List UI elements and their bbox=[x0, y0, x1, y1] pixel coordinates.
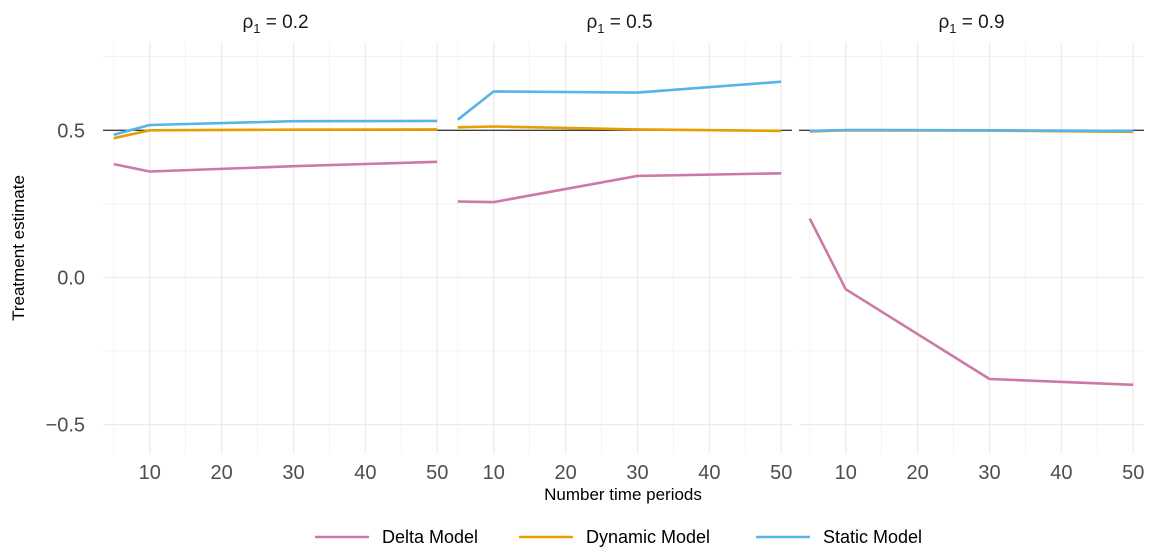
facet-title: ρ1 = 0.9 bbox=[938, 12, 1004, 36]
x-tick-label: 10 bbox=[483, 462, 505, 484]
facet-title-symbol: ρ bbox=[242, 12, 253, 33]
x-tick-label: 30 bbox=[282, 462, 304, 484]
y-tick-label: 0.5 bbox=[57, 120, 85, 142]
x-tick-label: 20 bbox=[210, 462, 232, 484]
x-tick-label: 50 bbox=[426, 462, 448, 484]
series-line-delta-model bbox=[113, 160, 438, 173]
facet-title: ρ1 = 0.5 bbox=[586, 12, 652, 36]
x-tick-label: 30 bbox=[978, 462, 1000, 484]
y-tick-label: −0.5 bbox=[46, 415, 85, 437]
facet-title-value: = 0.2 bbox=[260, 12, 308, 33]
x-tick-label: 20 bbox=[906, 462, 928, 484]
facet-title-subscript: 1 bbox=[949, 21, 956, 36]
x-tick-label: 40 bbox=[354, 462, 376, 484]
series-line-delta-model bbox=[457, 172, 782, 204]
facet-title-subscript: 1 bbox=[253, 21, 260, 36]
series-line-dynamic-model bbox=[457, 125, 782, 133]
facet-title-value: = 0.9 bbox=[956, 12, 1004, 33]
x-tick-label: 10 bbox=[835, 462, 857, 484]
x-tick-label: 30 bbox=[626, 462, 648, 484]
x-tick-label: 50 bbox=[770, 462, 792, 484]
y-tick-label: 0.0 bbox=[57, 267, 85, 289]
y-axis-title: Treatment estimate bbox=[9, 175, 28, 321]
series-line-static-model bbox=[456, 80, 782, 121]
x-tick-label: 10 bbox=[139, 462, 161, 484]
x-tick-label: 50 bbox=[1122, 462, 1144, 484]
series-line-dynamic-model bbox=[113, 128, 438, 140]
legend-label: Static Model bbox=[823, 527, 922, 547]
series-line-delta-model bbox=[808, 218, 1134, 387]
legend-label: Delta Model bbox=[382, 527, 478, 547]
facet-title-symbol: ρ bbox=[586, 12, 597, 33]
facet-title-subscript: 1 bbox=[597, 21, 604, 36]
facet-title-symbol: ρ bbox=[938, 12, 949, 33]
series-line-static-model bbox=[809, 128, 1134, 133]
x-tick-label: 40 bbox=[1050, 462, 1072, 484]
facet-title-value: = 0.5 bbox=[604, 12, 652, 33]
series-line-static-model bbox=[113, 119, 438, 136]
facet-title: ρ1 = 0.2 bbox=[242, 12, 308, 36]
legend-label: Dynamic Model bbox=[586, 527, 710, 547]
x-tick-label: 20 bbox=[554, 462, 576, 484]
x-tick-label: 40 bbox=[698, 462, 720, 484]
x-axis-title: Number time periods bbox=[544, 485, 702, 504]
